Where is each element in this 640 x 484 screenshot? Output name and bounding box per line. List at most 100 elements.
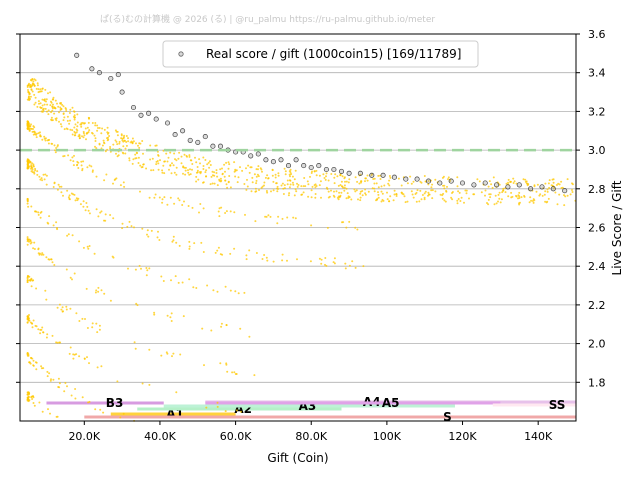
data-point [51, 105, 54, 108]
data-point [158, 239, 161, 241]
data-point [456, 185, 459, 188]
data-point [354, 266, 357, 269]
data-point [42, 107, 45, 110]
data-point [281, 259, 284, 262]
data-point [309, 260, 312, 263]
data-point [94, 145, 96, 148]
data-point [512, 177, 515, 180]
data-point [219, 362, 222, 365]
data-point [191, 168, 193, 171]
data-point [78, 240, 81, 243]
data-point [29, 161, 32, 164]
data-point [49, 412, 51, 415]
real-score-point [403, 176, 409, 182]
data-point [223, 175, 226, 178]
data-point [127, 137, 129, 140]
data-point [79, 203, 82, 206]
data-point [108, 135, 111, 137]
data-point [179, 353, 182, 356]
data-point [221, 253, 224, 256]
data-point [201, 327, 204, 330]
data-point [202, 156, 205, 159]
data-point [60, 191, 63, 194]
data-point [373, 190, 376, 193]
data-point [76, 121, 79, 124]
data-point [227, 181, 230, 184]
data-point [442, 192, 445, 195]
data-point [357, 198, 359, 201]
data-point [289, 183, 292, 186]
data-point [80, 125, 83, 128]
data-point [95, 147, 98, 150]
data-point [141, 140, 144, 142]
data-point [209, 183, 212, 186]
data-point [119, 184, 122, 187]
data-point [71, 106, 74, 109]
data-point [446, 185, 448, 188]
data-point [318, 184, 321, 187]
data-point [31, 168, 34, 171]
data-point [26, 200, 29, 203]
data-point [46, 110, 48, 113]
data-point [311, 185, 314, 188]
data-point [140, 267, 142, 270]
real-score-point [89, 66, 95, 72]
data-point [434, 190, 437, 193]
data-point [214, 251, 217, 254]
data-point [342, 221, 345, 224]
data-point [32, 247, 35, 250]
data-point [166, 352, 169, 355]
data-point [104, 213, 107, 216]
data-point [106, 139, 109, 142]
data-point [263, 181, 266, 184]
data-point [26, 353, 29, 356]
data-point [325, 264, 328, 267]
data-point [571, 182, 573, 185]
data-point [569, 193, 572, 196]
data-point [67, 196, 70, 199]
data-point [32, 402, 35, 404]
data-point [163, 172, 166, 175]
left-axis-ticks [16, 33, 20, 383]
data-point [78, 355, 81, 358]
data-point [235, 409, 238, 412]
data-point [387, 182, 390, 185]
data-point [148, 383, 151, 386]
data-point [423, 175, 426, 177]
data-point [123, 185, 126, 188]
data-point [40, 253, 43, 256]
data-point [271, 168, 274, 171]
data-point [286, 216, 289, 219]
real-score-point [96, 70, 102, 76]
data-point [26, 163, 29, 166]
data-point [354, 176, 357, 179]
real-score-point [301, 163, 307, 169]
data-point [174, 275, 177, 278]
data-point [52, 186, 55, 188]
data-point [156, 236, 159, 239]
real-score-point [146, 110, 152, 116]
data-point [74, 388, 77, 390]
data-point [45, 298, 48, 301]
data-point [48, 215, 51, 218]
data-point [243, 291, 246, 294]
data-point [73, 110, 75, 113]
data-point [122, 145, 125, 148]
data-point [56, 228, 59, 231]
data-point [83, 122, 86, 125]
data-point [59, 123, 62, 126]
data-point [75, 128, 78, 131]
data-point [532, 201, 535, 204]
data-point [131, 137, 134, 140]
data-point [155, 163, 158, 166]
data-point [224, 212, 227, 214]
data-point [346, 192, 349, 195]
data-point [51, 98, 54, 101]
data-point [465, 192, 468, 195]
data-point [517, 194, 520, 197]
data-point [31, 167, 34, 170]
data-point [171, 355, 173, 358]
data-point [32, 164, 35, 167]
real-score-point [391, 174, 397, 180]
data-point [172, 239, 175, 242]
